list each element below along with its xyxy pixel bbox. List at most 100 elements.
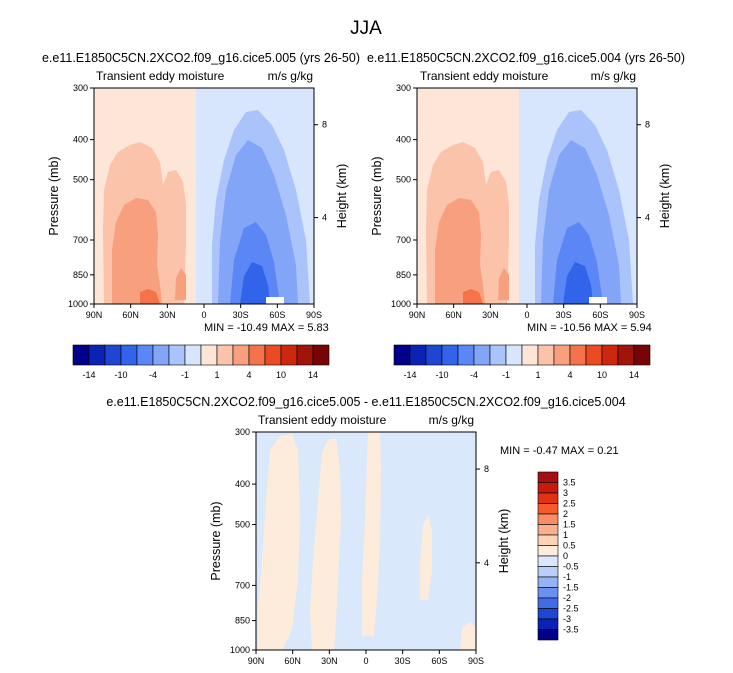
colorbar-label: 1 <box>563 530 568 540</box>
y-tick-label: 850 <box>73 270 88 280</box>
y-tick-label: 400 <box>396 135 411 145</box>
colorbar-swatch <box>489 344 507 366</box>
colorbar-swatch <box>441 344 459 366</box>
x-tick-label: 30S <box>233 310 249 320</box>
panel-1-contour-neg-4 <box>240 262 270 304</box>
colorbar-swatch <box>537 587 559 599</box>
panel-2-contour-pos-3 <box>463 289 483 304</box>
colorbar-swatch <box>585 344 603 366</box>
panel-3-subtitle-right: m/s g/kg <box>429 413 474 427</box>
x-tick-label: 30N <box>321 656 338 666</box>
right-tick-label: 8 <box>645 120 650 130</box>
colorbar-swatch <box>537 471 559 483</box>
y-axis-right-label: Height (km) <box>497 509 511 574</box>
y-tick-label: 400 <box>235 479 250 489</box>
colorbar-swatch <box>72 344 90 366</box>
colorbar-swatch <box>393 344 411 366</box>
x-tick-label: 90S <box>306 310 322 320</box>
x-tick-label: 60N <box>122 310 139 320</box>
x-tick-label: 90N <box>409 310 426 320</box>
colorbar-label: -2 <box>563 593 571 603</box>
colorbar-swatch <box>537 608 559 620</box>
y-axis-label: Pressure (mb) <box>370 156 384 235</box>
colorbar-swatch <box>537 534 559 546</box>
x-tick-label: 0 <box>363 656 368 666</box>
colorbar-swatch <box>248 344 266 366</box>
y-axis-right-label: Height (km) <box>658 164 672 229</box>
colorbar-label: -14 <box>403 370 416 380</box>
colorbar-swatch <box>296 344 314 366</box>
x-tick-label: 90N <box>248 656 265 666</box>
colorbar-label: 2 <box>563 509 568 519</box>
colorbar-swatch <box>136 344 154 366</box>
x-tick-label: 60S <box>269 310 285 320</box>
panel-3-contour-pos-3 <box>362 432 381 636</box>
x-tick-label: 90N <box>86 310 103 320</box>
colorbar-swatch <box>537 566 559 578</box>
colorbar-swatch <box>104 344 122 366</box>
panel-2-contour-neg-4 <box>563 262 593 304</box>
panel-1-subtitle-right: m/s g/kg <box>268 69 313 83</box>
colorbar-label: -3 <box>563 614 571 624</box>
colorbar-swatch <box>537 629 559 641</box>
panel-2-subtitle-right: m/s g/kg <box>591 69 636 83</box>
right-tick-label: 4 <box>645 213 650 223</box>
colorbar-swatch <box>537 576 559 588</box>
colorbar-2: -14 -10 -4 -1 1 4 10 14 <box>393 344 651 380</box>
x-tick-label: 90S <box>629 310 645 320</box>
y-tick-label: 700 <box>235 580 250 590</box>
colorbar-swatch <box>537 524 559 536</box>
panel-2-missing-data <box>589 297 607 304</box>
colorbar-label: 3.5 <box>563 478 576 488</box>
y-axis-label: Pressure (mb) <box>47 156 61 235</box>
min-max-label: MIN = -10.56 MAX = 5.94 <box>527 322 652 334</box>
colorbar-swatch <box>537 482 559 494</box>
x-tick-label: 60S <box>592 310 608 320</box>
colorbar-swatch <box>537 555 559 567</box>
y-axis-label: Pressure (mb) <box>209 501 223 580</box>
y-tick-label: 500 <box>73 175 88 185</box>
colorbar-swatch <box>409 344 427 366</box>
colorbar-label: 4 <box>246 370 251 380</box>
colorbar-label: -0.5 <box>563 562 579 572</box>
panel-3-plot-area <box>255 431 477 651</box>
panel-3-title: e.e11.E1850C5CN.2XCO2.f09_g16.cice5.005 … <box>106 395 625 409</box>
y-tick-label: 300 <box>73 83 88 93</box>
colorbar-label: -4 <box>470 370 478 380</box>
colorbar-swatch <box>537 513 559 525</box>
colorbar-swatch <box>280 344 298 366</box>
colorbar-swatch <box>633 344 651 366</box>
x-tick-label: 30S <box>556 310 572 320</box>
x-tick-label: 60N <box>284 656 301 666</box>
panel-1-contour-pos-2 <box>112 198 162 304</box>
y-axis-right-label: Height (km) <box>335 164 349 229</box>
colorbar-swatch <box>617 344 635 366</box>
panel-1-plot-area <box>93 87 315 305</box>
panel-3-contour-pos-1 <box>258 434 300 650</box>
colorbar-swatch <box>312 344 330 366</box>
colorbar-swatch <box>216 344 234 366</box>
y-tick-label: 850 <box>396 270 411 280</box>
colorbar-1: -14 -10 -4 -1 1 4 10 14 <box>72 344 330 380</box>
y-tick-label: 1000 <box>391 299 411 309</box>
panel-2-contour-pos-4 <box>498 268 509 300</box>
colorbar-label: 1 <box>535 370 540 380</box>
panel-2-plot-area <box>416 87 638 305</box>
y-tick-label: 1000 <box>230 645 250 655</box>
panel-3-contour-pos-2 <box>310 438 341 650</box>
min-max-label: MIN = -0.47 MAX = 0.21 <box>500 445 619 457</box>
colorbar-swatch <box>232 344 250 366</box>
x-tick-label: 30S <box>395 656 411 666</box>
panel-1-contour-pos-4 <box>175 268 186 300</box>
colorbar-swatch <box>569 344 587 366</box>
colorbar-swatch <box>425 344 443 366</box>
y-tick-label: 500 <box>235 519 250 529</box>
colorbar-swatch <box>457 344 475 366</box>
right-tick-label: 8 <box>484 464 489 474</box>
colorbar-label: 4 <box>567 370 572 380</box>
colorbar-label: -10 <box>114 370 127 380</box>
colorbar-swatch <box>537 618 559 630</box>
colorbar-swatch <box>473 344 491 366</box>
panel-2-title: e.e11.E1850C5CN.2XCO2.f09_g16.cice5.004 … <box>367 51 685 65</box>
